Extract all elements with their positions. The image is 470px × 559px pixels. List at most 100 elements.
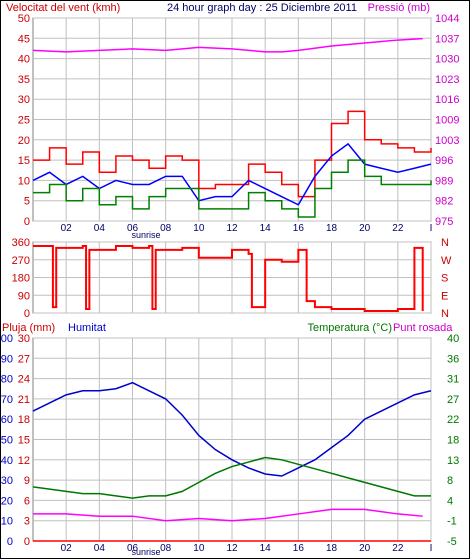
humidity-tick-label: 0 <box>7 536 13 548</box>
pressure-axis: 975 982 989 996 1003 1009 1016 1023 1030 1037 1044 <box>435 13 459 228</box>
temp-tick-label: 13 <box>447 455 459 467</box>
rain-tick-label: 12 <box>18 455 30 467</box>
y-tick-label: 45 <box>18 33 30 45</box>
direction-degrees-axis: 0 90 180 270 360 <box>12 237 30 320</box>
rain-tick-label: 18 <box>18 414 30 426</box>
humidity-tick-label: 70 <box>1 394 13 406</box>
compass-tick-label: E <box>441 290 448 302</box>
x-tick-label: 12 <box>226 543 238 554</box>
rain-axis: 0 3 6 9 12 15 18 21 24 27 30 <box>18 333 30 548</box>
y-tick-label: 10 <box>18 175 30 187</box>
pressure-line <box>32 37 423 53</box>
x-tick-label: 14 <box>260 223 272 234</box>
panel-temp-grid <box>33 337 432 542</box>
y-tick-label: 270 <box>12 255 30 267</box>
humidity-tick-label: 90 <box>1 353 13 365</box>
humidity-tick-label: 60 <box>1 414 13 426</box>
x-tick-label: 14 <box>260 543 272 554</box>
y-right-tick-label: 1016 <box>435 94 459 106</box>
y-right-tick-label: 996 <box>435 155 453 167</box>
rain-tick-label: 21 <box>18 394 30 406</box>
temp-tick-label: 8 <box>447 475 453 487</box>
temp-tick-label: 31 <box>447 374 459 386</box>
rain-tick-label: 6 <box>24 495 30 507</box>
temperature-line <box>32 456 431 499</box>
x-tick-label: 18 <box>326 543 338 554</box>
rain-tick-label: 30 <box>18 333 30 345</box>
x-tick-label: 18 <box>326 223 338 234</box>
temp-series <box>32 381 432 542</box>
wind-title: Velocitat del vent (kmh) <box>6 2 120 14</box>
y-tick-label: 40 <box>18 54 30 66</box>
x-tick-label: 08 <box>160 543 172 554</box>
wind-x-ticks: 02 04 06 08 10 12 14 16 18 20 22 I <box>61 223 433 234</box>
y-tick-label: 15 <box>18 155 30 167</box>
x-tick-label: 02 <box>61 543 73 554</box>
humidity-tick-label: 20 <box>1 495 13 507</box>
x-tick-label: I <box>430 543 433 554</box>
rain-tick-label: 15 <box>18 435 30 447</box>
temp-tick-label: -1 <box>447 516 457 528</box>
x-tick-label: 02 <box>61 223 73 234</box>
x-tick-label: 04 <box>94 223 106 234</box>
x-tick-label: 10 <box>193 223 205 234</box>
x-tick-label: 10 <box>193 543 205 554</box>
temperature-axis: -5 -1 4 8 13 18 22 27 31 36 40 <box>447 333 459 548</box>
temp-tick-label: -5 <box>447 536 457 548</box>
humidity-line <box>32 381 432 477</box>
humidity-tick-label: 30 <box>1 475 13 487</box>
y-tick-label: 35 <box>18 74 30 86</box>
rain-tick-label: 3 <box>24 516 30 528</box>
temp-title: Temperatura (°C) <box>308 322 392 334</box>
rain-title: Pluja (mm) <box>2 322 55 334</box>
y-right-tick-label: 1009 <box>435 115 459 127</box>
pressure-title: Pressió (mb) <box>368 2 430 14</box>
wind-direction-line <box>33 244 424 313</box>
humidity-tick-label: 10 <box>1 516 13 528</box>
panel-direction-grid <box>33 241 432 314</box>
y-tick-label: 180 <box>12 273 30 285</box>
y-right-tick-label: 982 <box>435 196 453 208</box>
temp-tick-label: 36 <box>447 353 459 365</box>
wind-series <box>32 37 432 218</box>
y-right-tick-label: 989 <box>435 175 453 187</box>
compass-tick-label: N <box>441 308 449 320</box>
humidity-tick-label: 50 <box>1 435 13 447</box>
y-tick-label: 0 <box>24 308 30 320</box>
temp-tick-label: 40 <box>447 333 459 345</box>
temp-tick-label: 4 <box>447 495 453 507</box>
rain-tick-label: 9 <box>24 475 30 487</box>
y-tick-label: 20 <box>18 135 30 147</box>
y-right-tick-label: 975 <box>435 216 453 228</box>
temp-x-ticks: 02 04 06 08 10 12 14 16 18 20 22 I <box>61 543 433 554</box>
x-tick-label: 06 <box>127 223 139 234</box>
rain-tick-label: 0 <box>24 536 30 548</box>
x-tick-label: 20 <box>359 223 371 234</box>
y-tick-label: 5 <box>24 196 30 208</box>
y-right-tick-label: 1044 <box>435 13 459 25</box>
temp-tick-label: 27 <box>447 394 459 406</box>
x-tick-label: 22 <box>392 543 404 554</box>
sunrise-label-bottom: sunrise <box>131 547 160 557</box>
y-tick-label: 360 <box>12 237 30 249</box>
compass-tick-label: S <box>441 273 448 285</box>
compass-tick-label: N <box>441 237 449 249</box>
x-tick-label: 04 <box>94 543 106 554</box>
humidity-title: Humitat <box>68 322 106 334</box>
y-right-tick-label: 1023 <box>435 74 459 86</box>
x-tick-label: 12 <box>226 223 238 234</box>
humidity-tick-label: 80 <box>1 374 13 386</box>
compass-tick-label: W <box>441 255 452 267</box>
y-tick-label: 90 <box>18 290 30 302</box>
x-tick-label: 16 <box>293 543 305 554</box>
y-tick-label: 25 <box>18 115 30 127</box>
sunrise-label-top: sunrise <box>131 230 160 240</box>
x-tick-label: 16 <box>293 223 305 234</box>
wind-min-line <box>33 159 432 218</box>
y-tick-label: 30 <box>18 94 30 106</box>
y-right-tick-label: 1037 <box>435 33 459 45</box>
